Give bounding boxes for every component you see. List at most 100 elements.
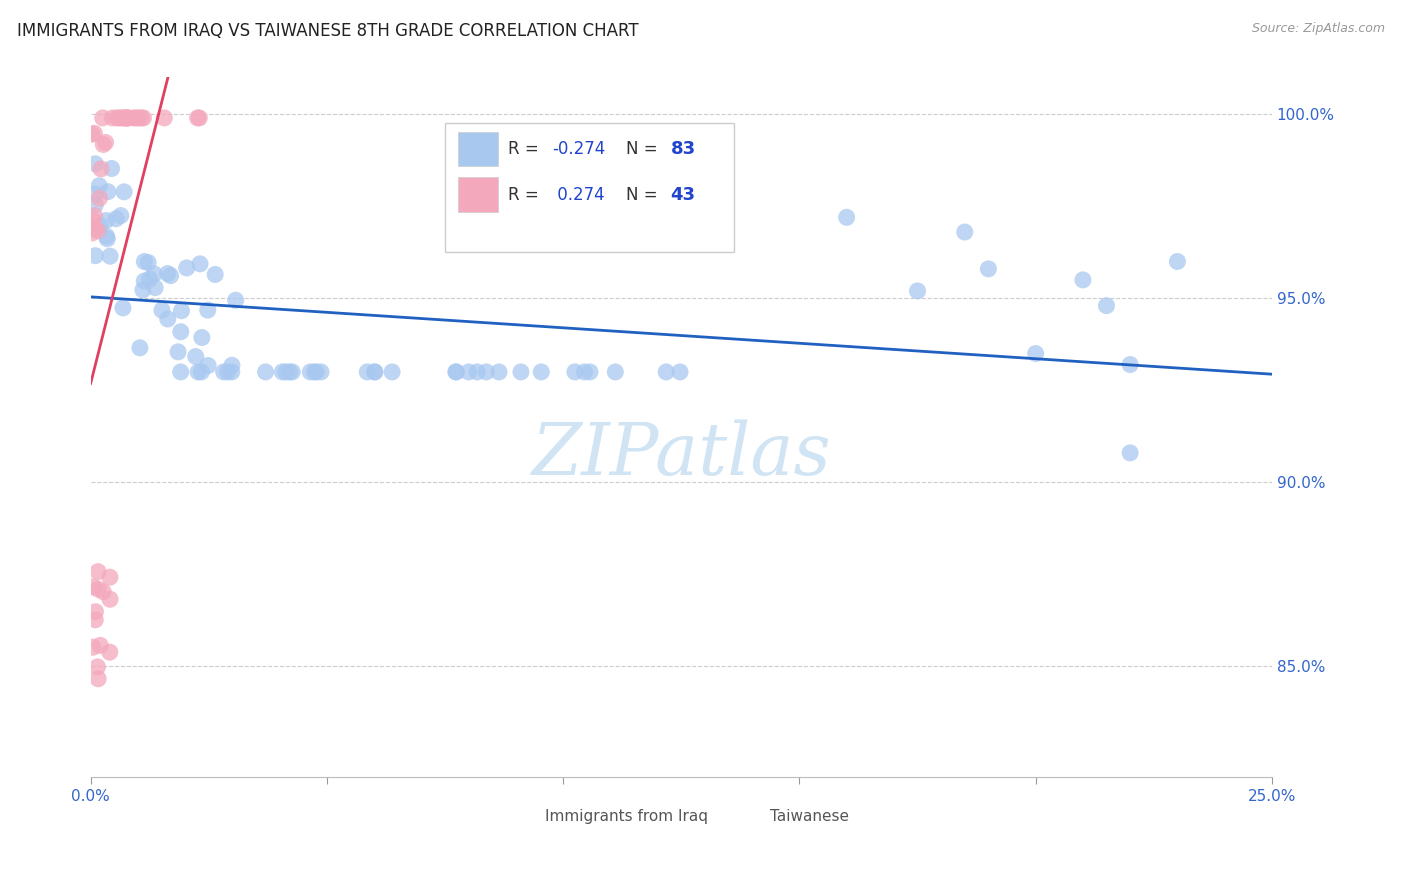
Point — [184, 350, 207, 364]
Point — [87, 565, 110, 579]
Point — [84, 198, 107, 212]
Point — [82, 640, 104, 655]
Point — [98, 592, 121, 607]
Point — [170, 303, 193, 318]
Point — [167, 344, 190, 359]
Point — [190, 365, 212, 379]
Text: Taiwanese: Taiwanese — [770, 809, 849, 824]
FancyBboxPatch shape — [458, 132, 498, 166]
Text: 83: 83 — [671, 140, 696, 158]
Text: N =: N = — [626, 186, 662, 203]
Point — [197, 359, 219, 373]
Point — [465, 365, 488, 379]
Point — [1025, 346, 1047, 360]
Point — [112, 111, 135, 125]
Point — [87, 672, 110, 686]
Point — [115, 111, 138, 125]
Point — [444, 365, 467, 379]
Point — [835, 211, 858, 225]
FancyBboxPatch shape — [458, 178, 498, 211]
Point — [197, 303, 219, 318]
Point — [530, 365, 553, 379]
Point — [91, 111, 114, 125]
Point — [80, 212, 103, 227]
Point — [112, 185, 135, 199]
Point — [1095, 299, 1118, 313]
FancyBboxPatch shape — [738, 805, 763, 830]
Point — [488, 365, 510, 379]
Point — [150, 303, 173, 318]
Point — [605, 365, 627, 379]
Point — [143, 281, 166, 295]
Point — [299, 365, 322, 379]
Point — [132, 111, 155, 125]
Point — [221, 365, 243, 379]
Point — [221, 359, 243, 373]
Point — [170, 365, 193, 379]
FancyBboxPatch shape — [513, 805, 540, 830]
Point — [94, 136, 117, 150]
Text: R =: R = — [508, 140, 544, 158]
Point — [457, 365, 479, 379]
Point — [381, 365, 404, 379]
Point — [91, 137, 114, 152]
Point — [304, 365, 326, 379]
Point — [188, 111, 211, 125]
Point — [305, 365, 328, 379]
Point — [176, 260, 198, 275]
Text: Immigrants from Iraq: Immigrants from Iraq — [546, 809, 709, 824]
Text: N =: N = — [626, 140, 662, 158]
Point — [89, 191, 111, 205]
Text: IMMIGRANTS FROM IRAQ VS TAIWANESE 8TH GRADE CORRELATION CHART: IMMIGRANTS FROM IRAQ VS TAIWANESE 8TH GR… — [17, 22, 638, 40]
Point — [134, 274, 156, 288]
Point — [278, 365, 301, 379]
Point — [128, 341, 150, 355]
Point — [564, 365, 586, 379]
Point — [84, 157, 107, 171]
Point — [89, 639, 111, 653]
Point — [271, 365, 294, 379]
Point — [80, 128, 103, 142]
Point — [274, 365, 297, 379]
Point — [115, 111, 138, 125]
Point — [117, 111, 139, 125]
Point — [101, 111, 124, 125]
Point — [132, 283, 155, 297]
Point — [84, 249, 107, 263]
Point — [90, 161, 112, 176]
Point — [1166, 254, 1188, 268]
Point — [97, 185, 120, 199]
Point — [87, 224, 110, 238]
Point — [212, 365, 235, 379]
Point — [187, 365, 209, 379]
Point — [225, 293, 247, 308]
Point — [111, 301, 134, 315]
Point — [134, 254, 156, 268]
Point — [579, 365, 602, 379]
Point — [138, 272, 160, 286]
Point — [96, 229, 118, 244]
Point — [105, 111, 128, 125]
Point — [125, 111, 148, 125]
Point — [136, 255, 159, 269]
Point — [96, 213, 118, 227]
Point — [574, 365, 596, 379]
Point — [187, 111, 209, 125]
Point — [143, 267, 166, 281]
Point — [510, 365, 533, 379]
Point — [84, 221, 107, 235]
Point — [108, 111, 131, 125]
Point — [153, 111, 176, 125]
Text: R =: R = — [508, 186, 544, 203]
Point — [96, 232, 118, 246]
Point — [127, 111, 149, 125]
Point — [110, 209, 132, 223]
FancyBboxPatch shape — [446, 123, 734, 252]
Point — [98, 570, 121, 584]
Point — [98, 249, 121, 263]
Point — [156, 312, 179, 326]
Point — [84, 605, 107, 619]
Point — [89, 219, 111, 233]
Point — [655, 365, 678, 379]
Point — [83, 126, 105, 140]
